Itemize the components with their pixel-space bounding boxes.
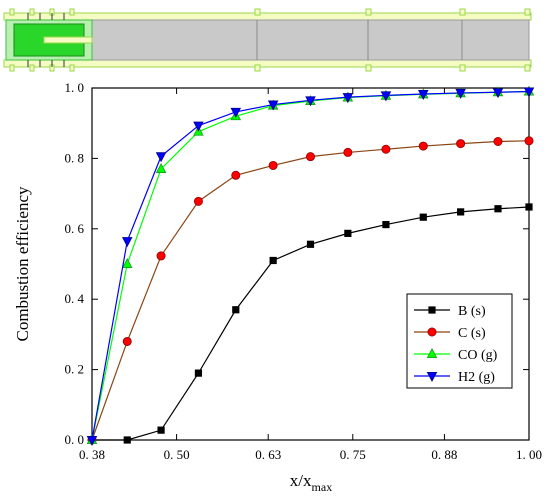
data-point [381,144,391,154]
data-point [493,137,503,147]
data-point [157,426,165,434]
x-tick-label: 0. 88 [431,447,457,462]
data-point [193,196,203,206]
y-tick-label: 0. 0 [65,432,85,447]
inlet-gap [43,36,93,44]
data-point [269,256,277,265]
data-point [193,121,204,132]
data-point [525,203,533,211]
y-axis-label: Combustion efficiency [13,186,32,342]
data-point [155,163,167,173]
series-2 [86,85,535,445]
legend-label: CO (g) [458,348,498,363]
data-point [267,100,279,111]
legend-marker [426,371,438,382]
legend-marker [428,306,436,314]
data-point [121,258,133,269]
combustion-channel [91,19,530,61]
data-point [305,152,315,162]
outer-wall-top [3,12,532,21]
data-point [155,152,167,163]
data-point [418,89,429,100]
data-point [524,136,534,146]
x-axis-label-main: x/x [290,471,312,490]
data-point [342,93,354,104]
outer-wall-bottom [3,59,532,68]
legend-marker [426,348,438,359]
data-point [305,96,316,107]
legend-marker [427,327,437,337]
data-point [306,240,315,248]
data-point [343,147,353,157]
data-point [382,220,390,229]
y-tick-label: 0. 8 [65,150,85,165]
y-tick-label: 0. 6 [65,221,85,236]
legend-label: H2 (g) [458,370,495,385]
y-tick-label: 0. 2 [65,362,85,377]
series-3 [86,87,535,446]
x-tick-label: 0. 50 [164,447,190,462]
data-point [494,205,502,213]
axis-ticks: 0. 38 0. 50 0. 63 0. 75 0. 88 1. 00 0. 0 0. 2 0.… [65,80,543,462]
x-tick-label: 1. 00 [516,447,542,462]
data-point [194,369,203,377]
data-point [456,139,466,149]
y-tick-label: 1. 0 [65,80,85,95]
x-axis-label: x/xmax [290,471,332,494]
x-tick-label: 0. 63 [255,447,281,462]
plot-frame [91,87,530,441]
series-1 [87,136,534,445]
data-point [156,251,166,261]
data-point [268,160,278,170]
legend-label: B (s) [458,304,486,319]
data-point [123,436,131,444]
data-point [457,208,465,216]
x-tick-label: 0. 75 [340,447,366,462]
y-tick-label: 0. 4 [65,291,85,306]
legend-label: C (s) [458,326,486,341]
legend: B (s) C (s) CO (g) H2 (g) [406,293,513,389]
injector-arrows [27,13,65,67]
data-point [455,88,466,99]
data-point [121,237,133,248]
data-point [232,306,240,314]
data-point [344,229,352,237]
data-point [86,435,98,446]
combustor-schematic [3,8,532,72]
data-point [523,87,535,98]
data-point [231,170,241,180]
x-tick-label: 0. 38 [79,447,105,462]
data-point [419,213,427,221]
series-line [91,140,530,441]
data-point [492,88,504,99]
data-point [380,91,392,102]
data-point [122,336,132,346]
series-layer [86,85,535,446]
data-point [230,107,242,118]
data-point [418,141,428,151]
x-axis-label-sub: max [312,480,333,494]
